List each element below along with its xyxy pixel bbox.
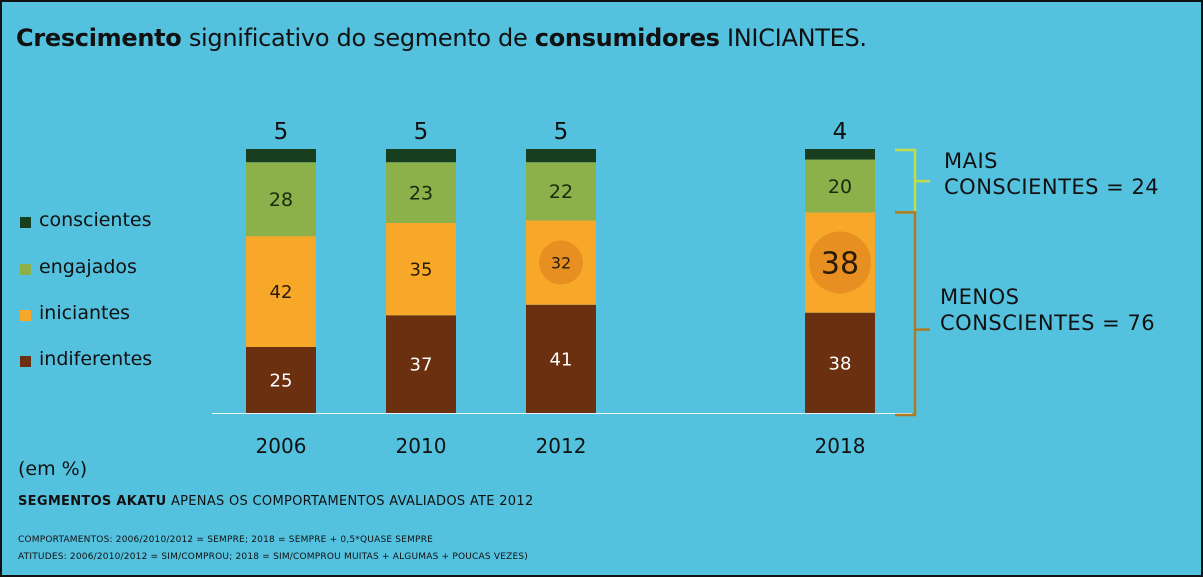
value-label-engajados-2010: 23	[409, 182, 433, 204]
bar-indiferentes-2006	[246, 347, 316, 413]
menos-line-1: MENOS	[940, 285, 1020, 309]
title-bold-1: Crescimento	[16, 24, 182, 52]
legend-item-engajados: engajados	[20, 256, 137, 278]
bar-conscientes-2018	[805, 149, 875, 160]
value-label-conscientes-2006: 5	[274, 119, 289, 145]
note-bold: SEGMENTOS AKATU	[18, 494, 167, 509]
value-label-engajados-2018: 20	[828, 176, 852, 198]
chart-title: Crescimento significativo do segmento de…	[16, 24, 867, 52]
note-comportamentos: COMPORTAMENTOS: 2006/2010/2012 = SEMPRE;…	[18, 535, 434, 545]
bar-engajados-2006	[246, 162, 316, 237]
bar-indiferentes-2012	[526, 304, 596, 413]
menos-conscientes-label: MENOS CONSCIENTES = 76	[940, 284, 1155, 336]
mais-line-2: CONSCIENTES = 24	[944, 175, 1160, 199]
value-label-iniciantes-2018: 38	[821, 246, 859, 281]
value-label-iniciantes-2010: 35	[410, 260, 433, 281]
value-label-iniciantes-2012: 32	[551, 253, 571, 272]
legend-item-indiferentes: indiferentes	[20, 348, 152, 370]
note-atitudes: ATITUDES: 2006/2010/2012 = SIM/COMPROU; …	[18, 552, 528, 562]
bracket-menos-conscientes	[895, 211, 930, 417]
value-label-indiferentes-2018: 38	[829, 353, 852, 374]
bar-conscientes-2012	[526, 149, 596, 163]
x-tick-2012: 2012	[536, 434, 587, 458]
legend-label-indiferentes: indiferentes	[39, 348, 153, 370]
legend-label-engajados: engajados	[39, 256, 137, 278]
value-label-engajados-2012: 22	[549, 181, 573, 203]
menos-line-2: CONSCIENTES = 76	[940, 311, 1156, 335]
bar-engajados-2010	[386, 162, 456, 223]
legend-swatch-conscientes	[20, 217, 31, 228]
mais-conscientes-label: MAIS CONSCIENTES = 24	[944, 148, 1159, 200]
value-label-engajados-2006: 28	[269, 189, 293, 211]
value-label-indiferentes-2006: 25	[270, 370, 293, 391]
x-tick-2010: 2010	[396, 434, 447, 458]
bar-conscientes-2006	[246, 149, 316, 163]
legend-item-conscientes: conscientes	[20, 209, 152, 231]
bar-engajados-2018	[805, 159, 875, 213]
note-rest: APENAS OS COMPORTAMENTOS AVALIADOS ATE 2…	[166, 494, 534, 509]
value-label-indiferentes-2012: 41	[550, 349, 573, 370]
x-tick-2018: 2018	[815, 434, 866, 458]
unit-label: (em %)	[18, 458, 88, 480]
bar-conscientes-2010	[386, 149, 456, 163]
legend-swatch-engajados	[20, 264, 31, 275]
value-label-conscientes-2012: 5	[554, 119, 569, 145]
highlight-circle-2012	[539, 240, 583, 285]
bracket-mais-conscientes	[895, 148, 930, 214]
title-bold-2: consumidores	[534, 24, 720, 52]
value-label-indiferentes-2010: 37	[410, 355, 433, 376]
highlight-circle-2018	[809, 231, 871, 294]
bar-indiferentes-2018	[805, 312, 875, 413]
mais-line-1: MAIS	[944, 149, 999, 173]
bar-indiferentes-2010	[386, 315, 456, 413]
title-text-1: significativo do segmento de	[181, 24, 535, 52]
bar-iniciantes-2006	[246, 236, 316, 347]
value-label-conscientes-2018: 4	[833, 119, 848, 145]
value-label-conscientes-2010: 5	[414, 119, 429, 145]
bar-engajados-2012	[526, 162, 596, 221]
legend-swatch-iniciantes	[20, 310, 31, 321]
title-text-2: INICIANTES.	[719, 24, 867, 52]
legend-label-conscientes: conscientes	[39, 209, 152, 231]
bar-iniciantes-2010	[386, 222, 456, 316]
legend-item-iniciantes: iniciantes	[20, 302, 130, 324]
value-label-iniciantes-2006: 42	[270, 282, 293, 303]
note-segmentos: SEGMENTOS AKATU APENAS OS COMPORTAMENTOS…	[18, 494, 534, 509]
legend-label-iniciantes: iniciantes	[39, 302, 131, 324]
legend-swatch-indiferentes	[20, 356, 31, 367]
x-tick-2006: 2006	[256, 434, 307, 458]
